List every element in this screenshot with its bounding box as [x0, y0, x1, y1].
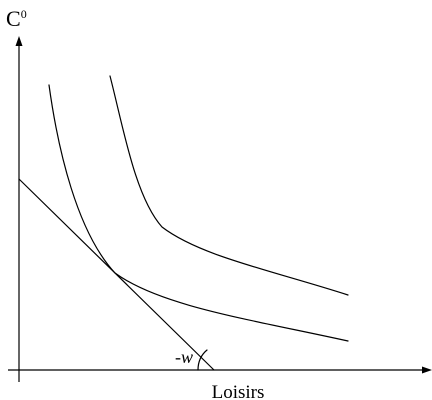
x-axis-arrow: [422, 366, 432, 374]
slope-label: -w: [175, 347, 193, 367]
y-axis-label: C0: [6, 6, 27, 31]
x-axis-label: Loisirs: [212, 382, 265, 400]
indifference-curve-lower: [48, 84, 349, 342]
slope-angle-arc: [197, 349, 208, 371]
indifference-curve-upper: [109, 75, 349, 296]
y-axis-label-base: C: [6, 6, 21, 31]
y-axis-label-superscript: 0: [21, 7, 27, 21]
y-axis-arrow: [15, 36, 23, 46]
